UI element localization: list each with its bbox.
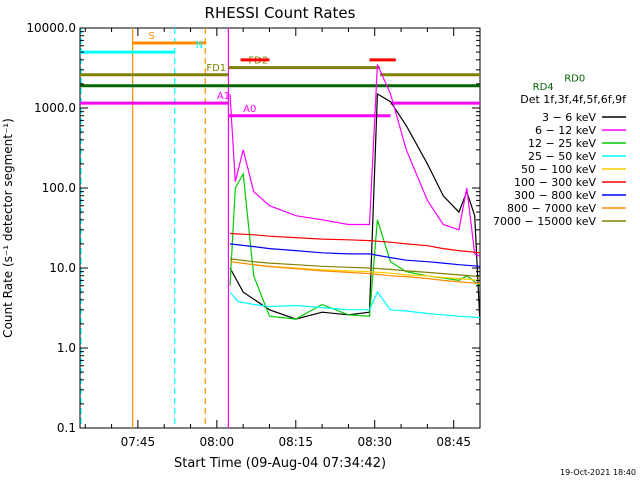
y-axis-label: Count Rate (s⁻¹ detector segment⁻¹) (1, 118, 15, 338)
legend-label-4: 50 − 100 keV (521, 163, 596, 176)
y-tick-label-3: 100.0 (42, 181, 76, 195)
x-tick-label-1: 08:00 (200, 435, 235, 449)
legend-label-0: 3 − 6 keV (542, 111, 596, 124)
legend-label-6: 300 − 800 keV (514, 189, 596, 202)
y-tick-label-0: 0.1 (57, 421, 76, 435)
state-bar-label-6: RD0 (564, 74, 585, 85)
y-tick-label-5: 10000.0 (26, 21, 76, 35)
series-line-5 (229, 232, 481, 254)
plot-frame (79, 27, 481, 429)
state-bars: SNFD1FD2RD0RD4A1A0 (80, 31, 585, 118)
state-bar-label-1: N (196, 40, 203, 51)
series-line-2 (229, 171, 481, 320)
series-line-8 (229, 258, 481, 278)
legend-label-8: 7000 − 15000 keV (493, 215, 596, 228)
x-tick-label-3: 08:30 (357, 435, 392, 449)
state-bar-label-3: FD1 (206, 63, 226, 74)
state-bar-label-8: A1 (217, 91, 230, 102)
state-bar-label-0: S (148, 31, 154, 42)
series-line-0 (229, 92, 481, 324)
legend-label-7: 800 − 7000 keV (507, 202, 596, 215)
legend-label-2: 12 − 25 keV (528, 137, 596, 150)
legend-label-3: 25 − 50 keV (528, 150, 596, 163)
x-tick-label-0: 07:45 (121, 435, 156, 449)
state-bar-label-9: A0 (243, 104, 256, 115)
y-tick-label-1: 1.0 (57, 341, 76, 355)
y-tick-label-4: 1000.0 (34, 101, 76, 115)
series-line-4 (229, 261, 481, 281)
legend-label-5: 100 − 300 keV (514, 176, 596, 189)
series-line-7 (229, 261, 481, 285)
series-line-1 (229, 64, 481, 257)
axes-ticks: 0.1 1.0 10.0 100.0 1000.0 10000.0 07:45 08:00 08… (26, 21, 481, 449)
footer-timestamp: 19-Oct-2021 18:40 (560, 468, 636, 477)
state-bar-label-7: RD4 (533, 82, 554, 93)
y-tick-label-2: 10.0 (49, 261, 76, 275)
vertical-markers (80, 28, 230, 428)
x-tick-label-2: 08:15 (278, 435, 313, 449)
legend-label-1: 6 − 12 keV (535, 124, 596, 137)
series-line-3 (229, 290, 481, 319)
legend-title: Det 1f,3f,4f,5f,6f,9f (520, 93, 627, 106)
series-group (229, 64, 481, 324)
x-tick-label-4: 08:45 (436, 435, 471, 449)
chart-title: RHESSI Count Rates (205, 4, 356, 22)
series-line-6 (229, 243, 481, 267)
x-axis-label: Start Time (09-Aug-04 07:34:42) (174, 456, 386, 471)
